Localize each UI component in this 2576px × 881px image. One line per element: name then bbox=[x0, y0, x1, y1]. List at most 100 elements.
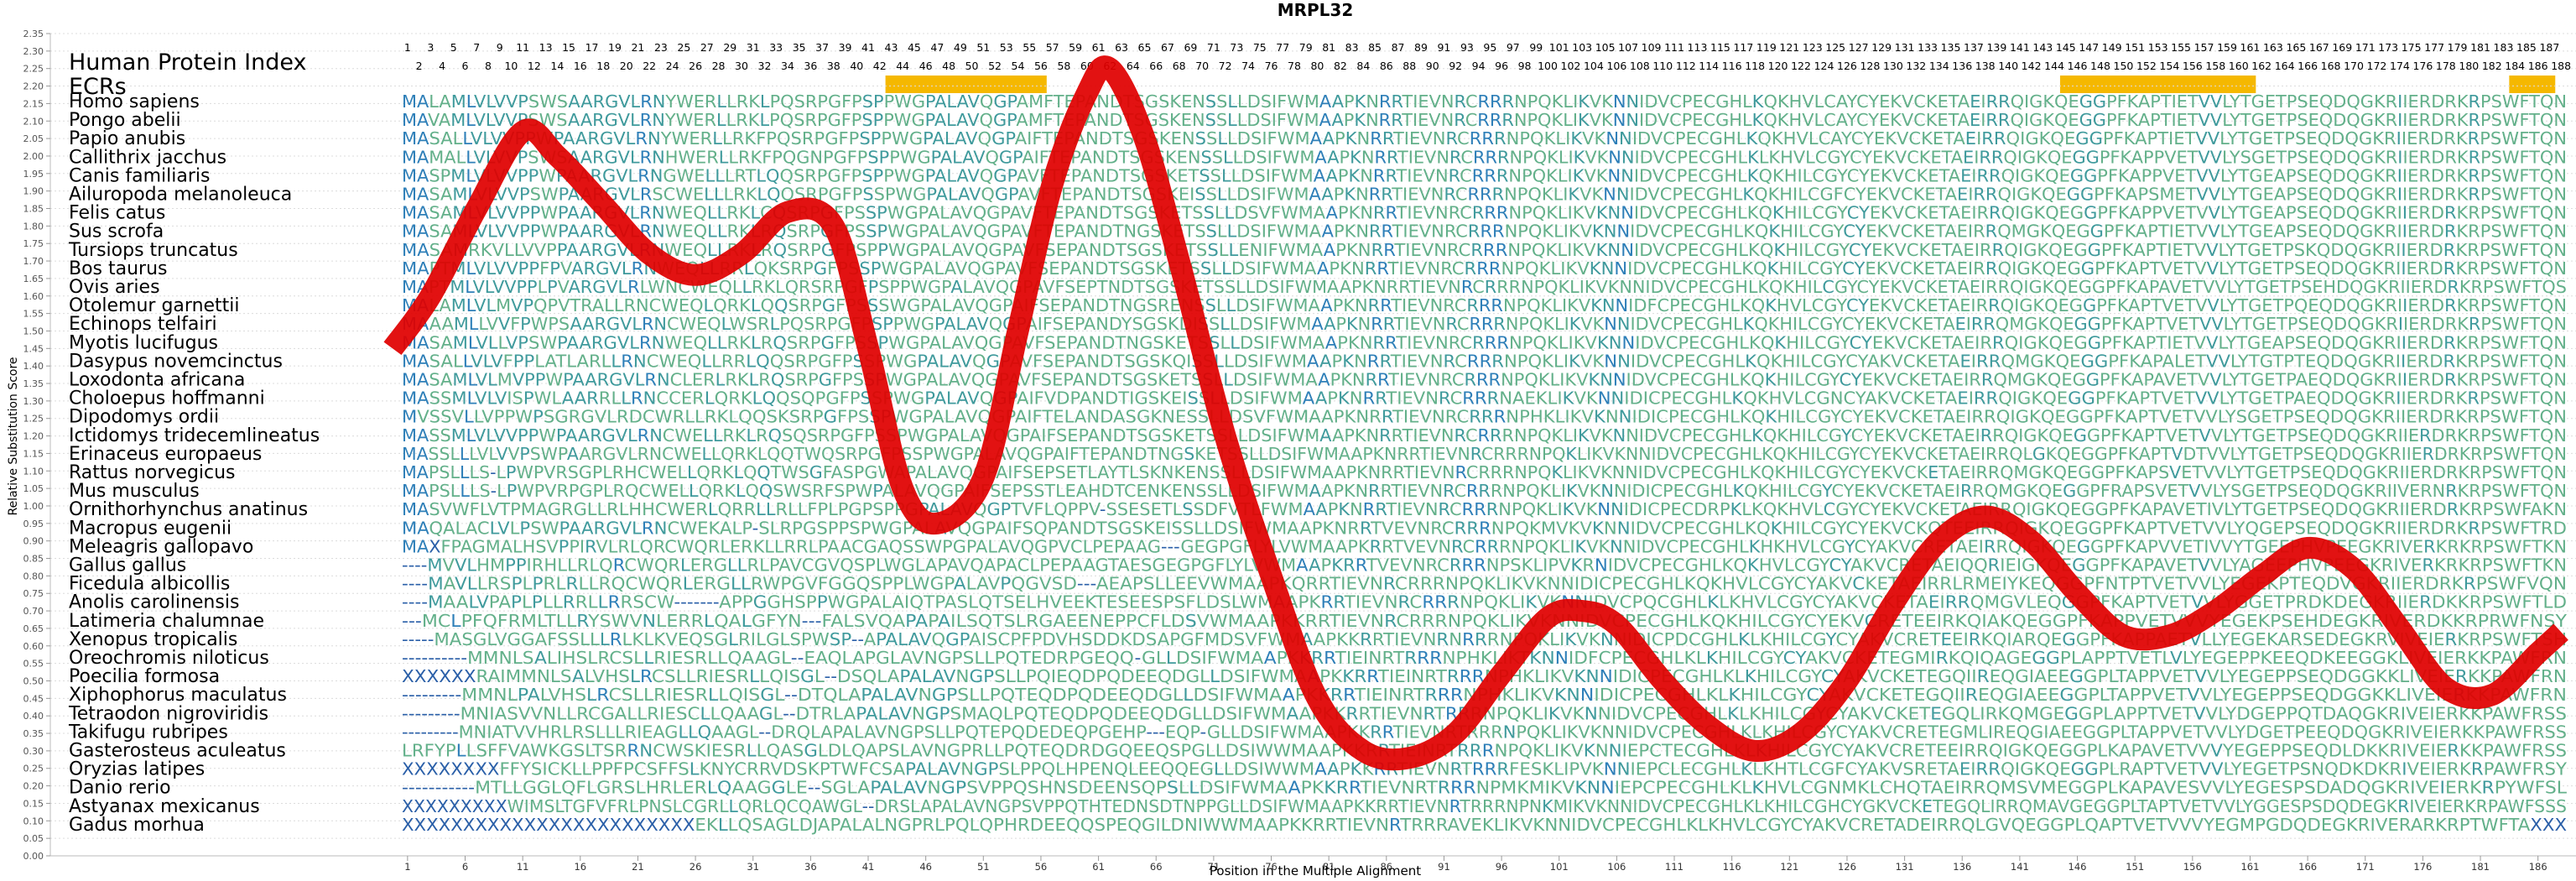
position-number: 104 bbox=[1584, 60, 1604, 72]
y-tick-label: 0.80 bbox=[23, 571, 44, 581]
y-tick-label: 0.85 bbox=[23, 554, 44, 565]
position-number: 122 bbox=[1791, 60, 1811, 72]
position-number: 11 bbox=[516, 41, 529, 54]
position-number: 181 bbox=[2470, 41, 2490, 54]
species-label: Myotis lucifugus bbox=[69, 332, 218, 353]
position-number: 67 bbox=[1161, 41, 1174, 54]
position-number: 30 bbox=[735, 60, 748, 72]
species-label: Choloepus hoffmanni bbox=[69, 388, 265, 409]
species-label: Oreochromis niloticus bbox=[69, 648, 269, 669]
x-tick-label: 81 bbox=[1323, 861, 1335, 873]
y-tick-label: 1.50 bbox=[23, 326, 44, 336]
sequence-row: XXXXXXXXFFYSICKLLPPFPCSFFSLKNYCRRVDSKPTW… bbox=[402, 759, 2568, 779]
position-number: 125 bbox=[1825, 41, 1845, 54]
position-number: 12 bbox=[528, 60, 541, 72]
species-label: Ovis aries bbox=[69, 277, 160, 298]
position-number: 28 bbox=[712, 60, 726, 72]
x-tick-label: 161 bbox=[2240, 861, 2259, 873]
species-label: Astyanax mexicanus bbox=[69, 796, 260, 817]
position-number: 137 bbox=[1964, 41, 1984, 54]
y-tick-label: 0.40 bbox=[23, 711, 44, 722]
position-number: 151 bbox=[2125, 41, 2145, 54]
position-number: 108 bbox=[1630, 60, 1650, 72]
position-number: 166 bbox=[2298, 60, 2318, 72]
position-number: 32 bbox=[758, 60, 772, 72]
position-number: 13 bbox=[539, 41, 553, 54]
species-label: Dasypus novemcinctus bbox=[69, 351, 283, 372]
x-tick-label: 1 bbox=[404, 861, 410, 873]
position-number: 135 bbox=[1941, 41, 1961, 54]
species-label: Xenopus tropicalis bbox=[69, 629, 237, 650]
y-tick-label: 1.15 bbox=[23, 448, 44, 459]
position-number: 136 bbox=[1952, 60, 1972, 72]
y-tick-label: 1.25 bbox=[23, 414, 44, 425]
sequence-row: MAAAMLLVVFPWPSAARGVLRNCWEQLWSRLPQSRPGFPS… bbox=[402, 314, 2567, 334]
position-number: 87 bbox=[1392, 41, 1405, 54]
x-tick-label: 126 bbox=[1838, 861, 1856, 873]
position-number: 163 bbox=[2263, 41, 2283, 54]
x-tick-label: 121 bbox=[1780, 861, 1798, 873]
position-number: 4 bbox=[439, 60, 445, 72]
x-tick-label: 16 bbox=[574, 861, 586, 873]
x-tick-label: 106 bbox=[1607, 861, 1626, 873]
ecr-bars bbox=[885, 76, 2556, 93]
position-number: 65 bbox=[1138, 41, 1152, 54]
position-number: 81 bbox=[1322, 41, 1335, 54]
species-label: Gadus morhua bbox=[69, 815, 205, 836]
y-tick-label: 0.60 bbox=[23, 641, 44, 652]
position-number: 112 bbox=[1676, 60, 1696, 72]
position-number: 103 bbox=[1572, 41, 1592, 54]
species-label: Oryzias latipes bbox=[69, 759, 205, 780]
y-tick-label: 1.75 bbox=[23, 238, 44, 249]
position-number: 106 bbox=[1606, 60, 1626, 72]
position-number: 160 bbox=[2229, 60, 2249, 72]
species-label: Felis catus bbox=[69, 203, 165, 224]
position-number: 174 bbox=[2390, 60, 2410, 72]
y-tick-label: 1.60 bbox=[23, 291, 44, 302]
y-ticks: 0.00 0.05 0.10 0.15 0.20 0.25 0.30 0.35 0.40 0.45… bbox=[23, 29, 50, 862]
y-tick-label: 0.25 bbox=[23, 764, 44, 774]
species-label: Meleagris gallopavo bbox=[69, 536, 253, 557]
y-tick-label: 0.70 bbox=[23, 606, 44, 617]
species-label: Papio anubis bbox=[69, 128, 185, 149]
position-number: 179 bbox=[2448, 41, 2468, 54]
position-number: 55 bbox=[1023, 41, 1036, 54]
position-number: 47 bbox=[930, 41, 944, 54]
position-number: 71 bbox=[1207, 41, 1220, 54]
position-number: 178 bbox=[2436, 60, 2456, 72]
position-number: 168 bbox=[2321, 60, 2341, 72]
position-number: 8 bbox=[485, 60, 492, 72]
species-label: Rattus norvegicus bbox=[69, 462, 236, 483]
position-number: 50 bbox=[965, 60, 979, 72]
position-number: 5 bbox=[450, 41, 457, 54]
y-tick-label: 1.70 bbox=[23, 256, 44, 267]
sequence-row: ---------MNIATVVHRLRSLLLRIEAGLLQAAGL--DR… bbox=[402, 722, 2567, 742]
position-number: 43 bbox=[885, 41, 898, 54]
sequence-row: MASSMLVLVVPPWPAARGVLRNCWELLRKLRQSQSRPGFP… bbox=[402, 425, 2567, 446]
position-number: 61 bbox=[1092, 41, 1106, 54]
x-tick-label: 171 bbox=[2356, 861, 2375, 873]
sequence-rows: MALAMLVLVVPSWSAARGVLRNYWERLLRKLPQSRPGFPS… bbox=[402, 91, 2568, 835]
ecr-label: ECRs bbox=[69, 74, 127, 100]
sequence-row: MAMALLVLVVPSWSAARGVLRNHWERLLRKFPQGNPGFPS… bbox=[402, 147, 2567, 167]
position-number: 158 bbox=[2205, 60, 2225, 72]
sequence-row: MVSSVLLVPPWPSGRGVLRDCWRLLRKLQQSKSRPGFPSS… bbox=[402, 407, 2567, 427]
position-number: 45 bbox=[908, 41, 921, 54]
species-label: Ornithorhynchus anatinus bbox=[69, 499, 308, 520]
sequence-row: MASAMRKVLLVVPPAARGVLRNWEQLLRKLRQSRPGFPSP… bbox=[402, 240, 2567, 260]
sequence-row: MASAMLVLVVPPWPAARGVLRNWEQLLRKLCQSRPGFPSS… bbox=[402, 203, 2567, 223]
position-number: 76 bbox=[1265, 60, 1278, 72]
position-number: 91 bbox=[1437, 41, 1450, 54]
species-label: Bos taurus bbox=[69, 258, 168, 279]
species-label: Callithrix jacchus bbox=[69, 147, 226, 168]
sequence-row: MASVWFLVTPMAGRGLLRLHHCWERLQRRLLRLLFPLPGP… bbox=[402, 499, 2567, 519]
sequence-row: MALAMLVLMVPQPVTRALLRNCWEQLQRKLQQSRPGFPSS… bbox=[402, 295, 2567, 315]
position-number: 147 bbox=[2079, 41, 2099, 54]
position-number: 26 bbox=[689, 60, 702, 72]
y-tick-label: 0.30 bbox=[23, 746, 44, 757]
position-number: 14 bbox=[550, 60, 564, 72]
sequence-row: MASAMLVLLVPSWPAARGVLRNWEQLLRKLRQSRPGFPSS… bbox=[402, 332, 2567, 352]
position-number: 9 bbox=[497, 41, 503, 54]
position-number: 116 bbox=[1722, 60, 1742, 72]
